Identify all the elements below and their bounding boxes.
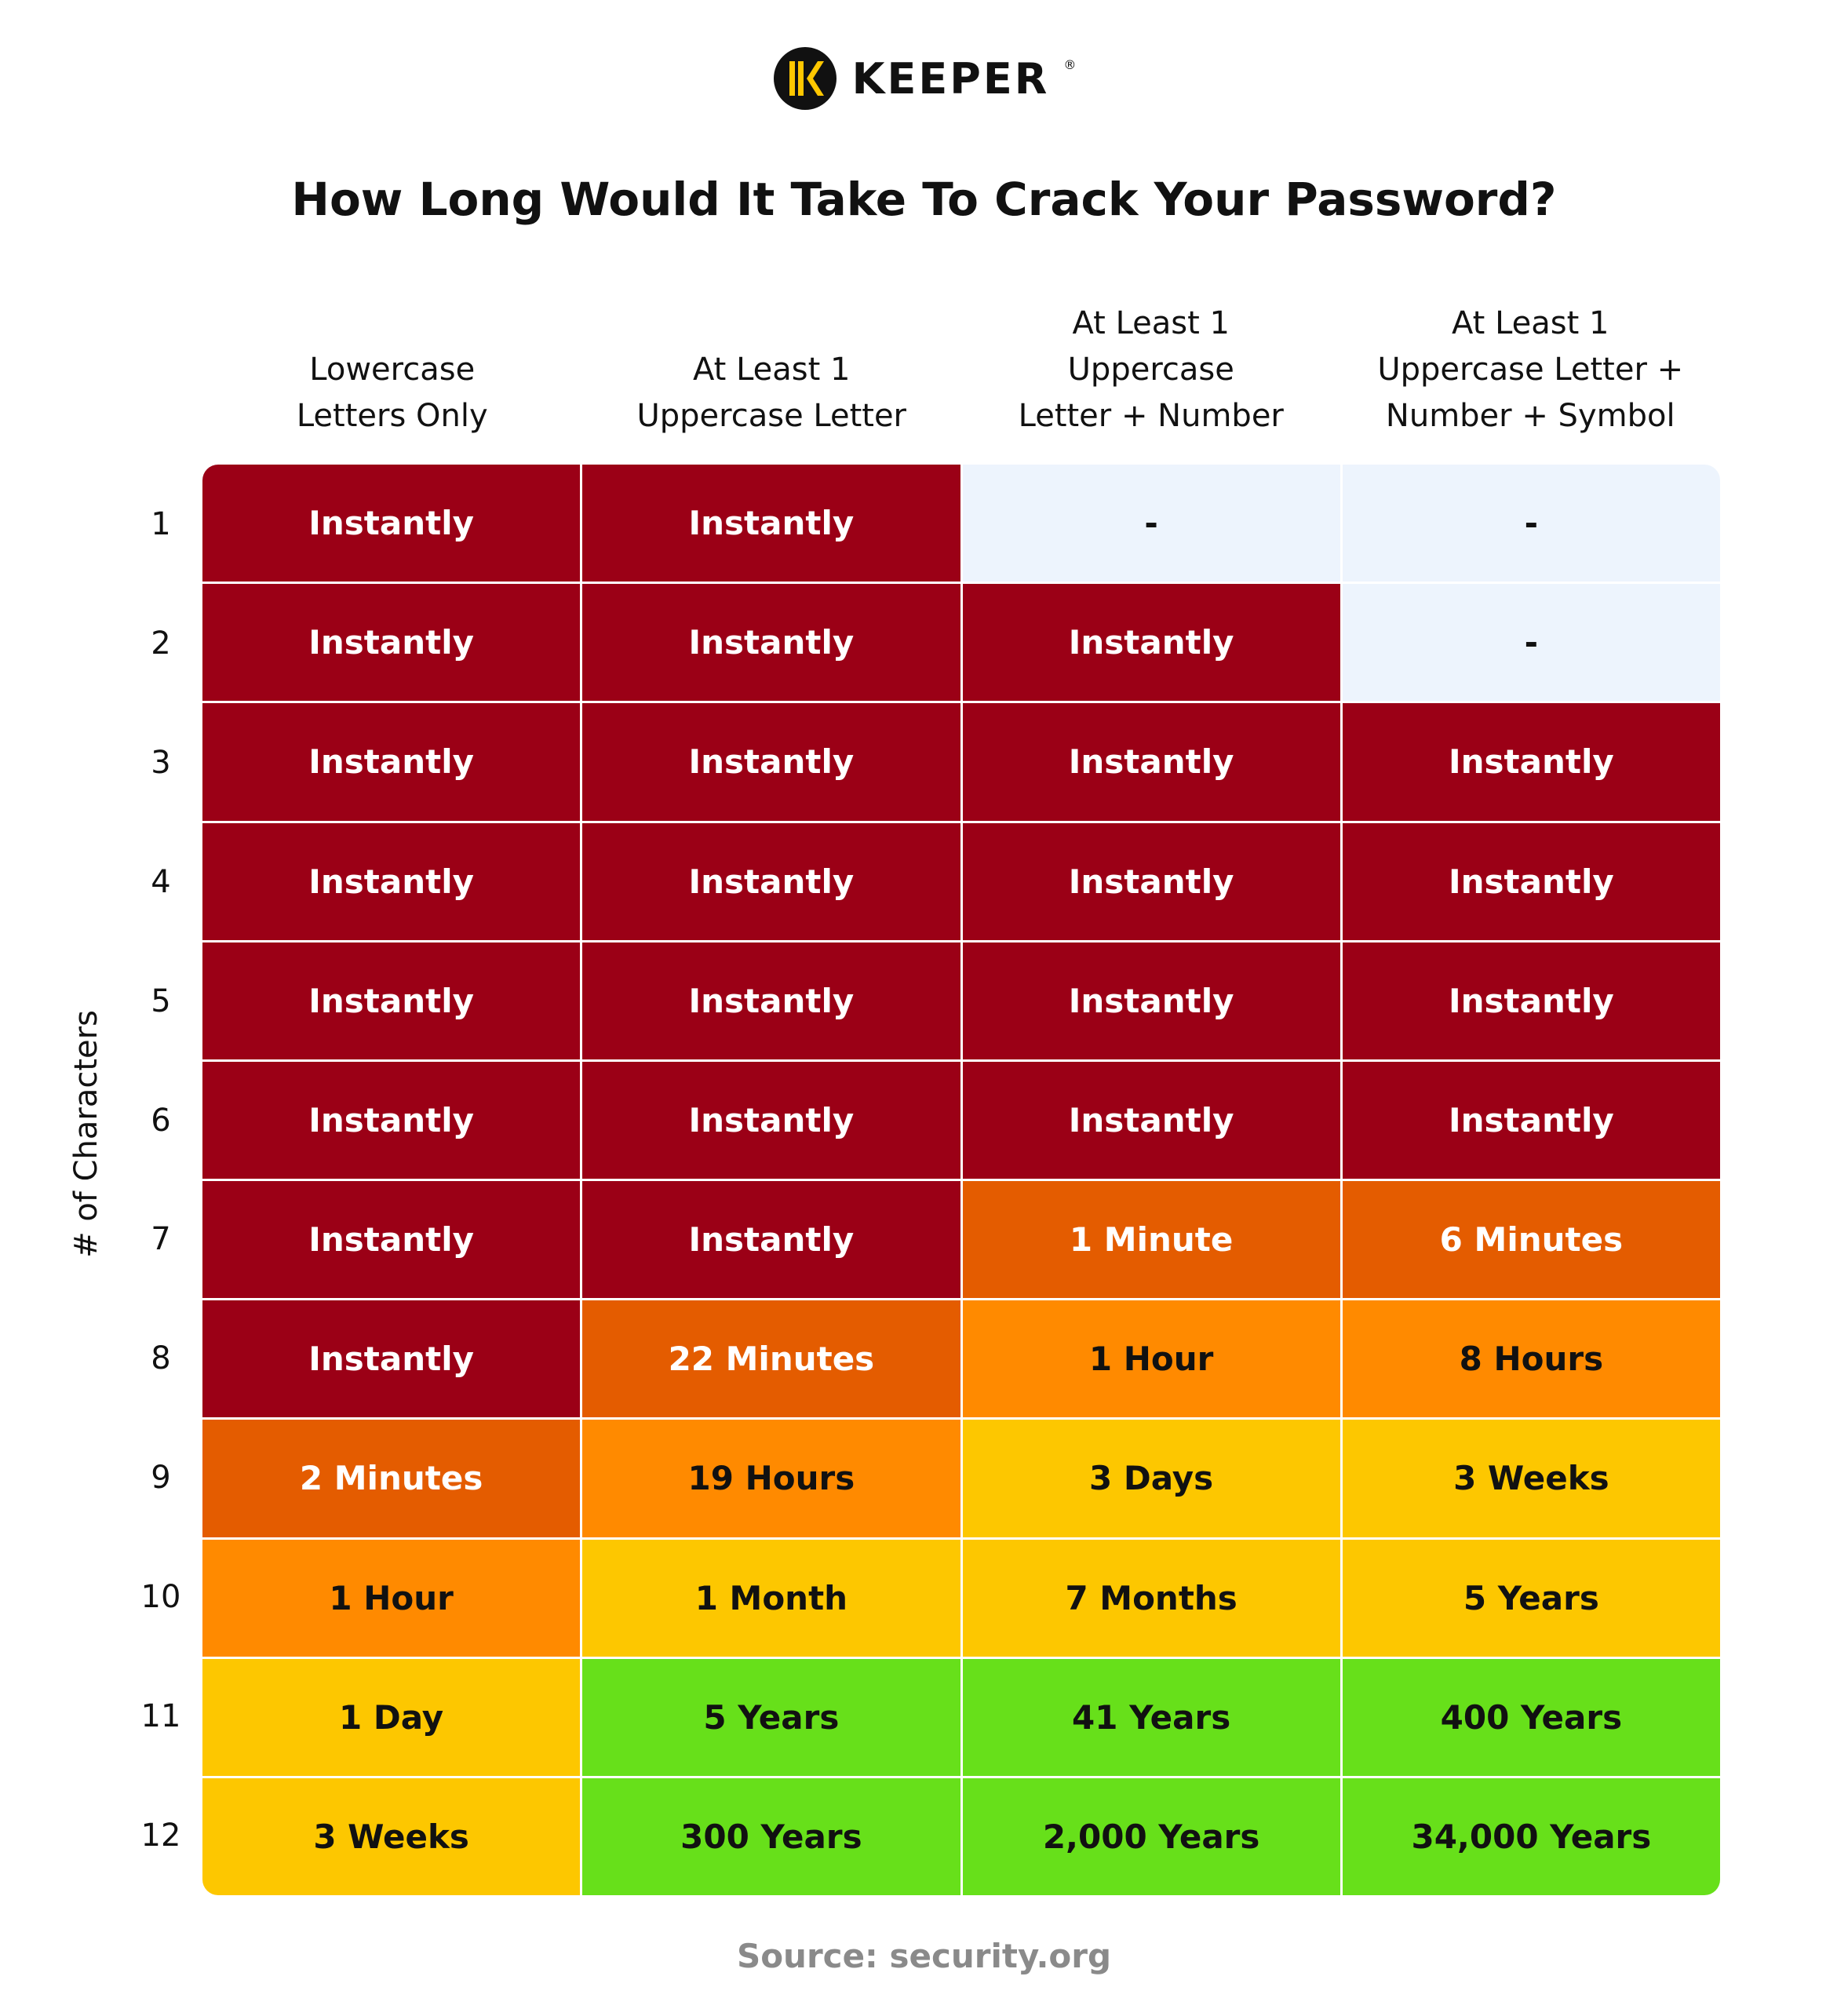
table-cell: Instantly (1342, 703, 1720, 821)
table-cell: Instantly (962, 1061, 1340, 1179)
source: Source: security.org (736, 1937, 1112, 1975)
table-cell: - (962, 465, 1340, 582)
table-cell: 300 Years (582, 1777, 960, 1895)
table-cell: Instantly (582, 465, 960, 582)
row-label: 9 (151, 1460, 171, 1497)
table-cell: 5 Years (1342, 1539, 1720, 1657)
row-label: 10 (140, 1579, 181, 1616)
table-cell: 5 Years (582, 1658, 960, 1776)
table-cell: Instantly (1342, 942, 1720, 1059)
row-label: 3 (151, 744, 171, 781)
logo: KEEPER ® (0, 46, 1848, 111)
row-label: 6 (151, 1102, 171, 1139)
table-cell: Instantly (582, 703, 960, 821)
table-cell: Instantly (962, 703, 1340, 821)
table-cell: 1 Hour (202, 1539, 581, 1657)
table-cell: 3 Days (962, 1420, 1340, 1537)
row-label: 7 (151, 1221, 171, 1258)
column-header: At Least 1 Uppercase Letter + Number + S… (1377, 305, 1684, 434)
row-label: 11 (140, 1698, 181, 1735)
table-cell: Instantly (1342, 822, 1720, 940)
table-cell: 1 Month (582, 1539, 960, 1657)
table-cell: Instantly (582, 584, 960, 702)
table-cell: 41 Years (962, 1658, 1340, 1776)
table-cell: 6 Minutes (1342, 1181, 1720, 1299)
table-cell: 3 Weeks (1342, 1420, 1720, 1537)
table-cell: Instantly (582, 1061, 960, 1179)
row-label: 1 (151, 505, 171, 542)
table-cell: 400 Years (1342, 1658, 1720, 1776)
table-cell: Instantly (962, 942, 1340, 1059)
table-cell: Instantly (962, 584, 1340, 702)
table-cell: Instantly (1342, 1061, 1720, 1179)
column-header: At Least 1 Uppercase Letter (636, 352, 906, 434)
table-cell: 8 Hours (1342, 1300, 1720, 1418)
table-cell: 7 Months (962, 1539, 1340, 1657)
table-cell: Instantly (202, 822, 581, 940)
table-cell: - (1342, 465, 1720, 582)
table-cell: 2 Minutes (202, 1420, 581, 1537)
table-cell: 22 Minutes (582, 1300, 960, 1418)
table-cell: 1 Minute (962, 1181, 1340, 1299)
table-cell: Instantly (202, 942, 581, 1059)
table-cell: Instantly (202, 1300, 581, 1418)
row-label: 4 (151, 863, 171, 900)
title: How Long Would It Take To Crack Your Pas… (291, 173, 1557, 226)
table-cell: Instantly (582, 1181, 960, 1299)
row-label: 12 (140, 1818, 181, 1854)
row-axis-label: # of Characters (68, 1010, 104, 1258)
table-cell: Instantly (202, 703, 581, 821)
table-cell: 1 Day (202, 1658, 581, 1776)
table-cell: 2,000 Years (962, 1777, 1340, 1895)
table-cell: Instantly (202, 1181, 581, 1299)
column-header: At Least 1 Uppercase Letter + Number (1018, 305, 1284, 434)
table-cell: Instantly (582, 822, 960, 940)
logo-text: KEEPER (851, 53, 1050, 104)
table-cell: 34,000 Years (1342, 1777, 1720, 1895)
logo-icon (773, 47, 837, 110)
column-headers: Lowercase Letters Only At Least 1 Upperca… (202, 290, 1720, 439)
table-cell: 1 Hour (962, 1300, 1340, 1418)
table-cell: 3 Weeks (202, 1777, 581, 1895)
table-cell: Instantly (202, 584, 581, 702)
table-cell: Instantly (962, 822, 1340, 940)
column-header: Lowercase Letters Only (296, 352, 488, 434)
row-label: 2 (151, 625, 171, 662)
table-cell: - (1342, 584, 1720, 702)
table-cell: Instantly (582, 942, 960, 1059)
row-label: 5 (151, 983, 171, 1019)
table-cell: Instantly (202, 465, 581, 582)
table: Instantly Instantly - - Instantly Instantly In… (202, 465, 1720, 1895)
table-cell: 19 Hours (582, 1420, 960, 1537)
table-cell: Instantly (202, 1061, 581, 1179)
row-label: 8 (151, 1340, 171, 1377)
logo-mark: ® (1063, 57, 1077, 72)
